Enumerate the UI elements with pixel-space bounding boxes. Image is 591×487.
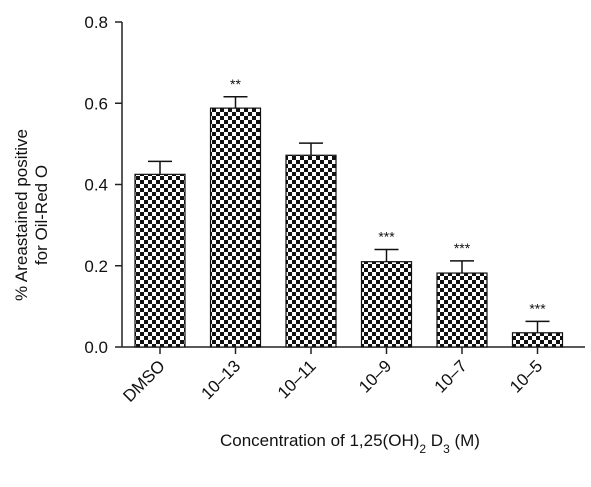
y-tick-label: 0.2 [84,257,108,276]
x-tick-label: 10–13 [197,356,244,403]
bars [134,107,564,348]
x-tick-label: DMSO [119,356,168,405]
y-axis-label-line2: for Oil-Red O [32,165,51,265]
bar [511,332,564,348]
y-ticks: 0.0 0.2 0.4 0.6 0.8 [84,13,122,357]
significance-label: *** [454,240,471,256]
bar [360,261,413,348]
bar [285,154,337,348]
x-axis-label-sub1: 2 [419,442,426,456]
bar [436,272,488,348]
bar [134,173,186,348]
significance-label: *** [378,229,395,245]
y-axis-label-line1: % Areastained positive [12,129,31,301]
significance-label: *** [529,300,546,316]
x-axis-label-mid: D [426,431,443,450]
significance-label: ** [230,76,241,92]
x-ticks: DMSO 10–13 10–11 10–9 10–7 10–5 [119,347,546,406]
x-axis-label-sub2: 3 [443,442,450,456]
axes [121,22,585,348]
y-tick-label: 0.6 [84,94,108,113]
x-tick-label: 10–11 [274,356,320,402]
y-tick-label: 0.8 [84,13,108,32]
y-tick-label: 0.4 [84,176,108,195]
y-tick-label: 0.0 [84,338,108,357]
error-bars [148,96,550,333]
bar [209,107,262,348]
significance-labels: *********** [230,76,546,317]
x-axis-label-prefix: Concentration of 1,25(OH) [220,431,419,450]
x-axis-label: Concentration of 1,25(OH)2 D3 (M) [220,431,480,456]
x-tick-label: 10–5 [506,356,546,396]
x-tick-label: 10–7 [431,356,471,396]
x-tick-label: 10–9 [355,356,395,396]
x-axis-label-suffix: (M) [450,431,480,450]
